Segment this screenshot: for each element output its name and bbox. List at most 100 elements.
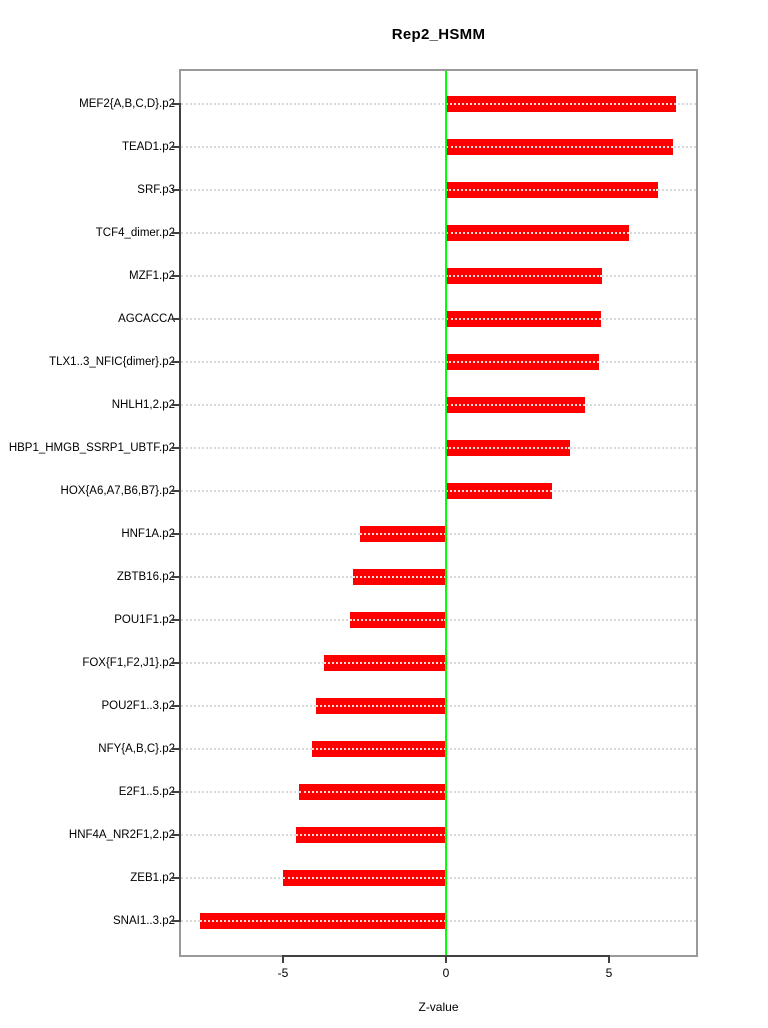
gridline [181, 490, 696, 492]
bar-dotted-centerline [283, 877, 446, 879]
bar-dotted-centerline [446, 275, 603, 277]
y-axis-label: TLX1..3_NFIC{dimer}.p2 [49, 356, 175, 368]
gridline [181, 103, 696, 105]
y-axis-label: SNAI1..3.p2 [112, 915, 175, 927]
y-axis-tick [172, 877, 181, 879]
bar-dotted-centerline [323, 662, 446, 664]
y-axis-tick [172, 705, 181, 707]
y-axis-tick [172, 146, 181, 148]
bar-dotted-centerline [299, 791, 446, 793]
y-axis-label: NFY{A,B,C}.p2 [98, 743, 175, 755]
bar-MEF2{A,B,C,D}.p2 [446, 96, 676, 112]
bar-dotted-centerline [296, 834, 446, 836]
bar-dotted-centerline [446, 490, 552, 492]
y-axis-tick [172, 318, 181, 320]
gridline [181, 404, 696, 406]
y-axis-tick [172, 361, 181, 363]
x-axis-tick-label: 5 [605, 966, 613, 980]
bar-dotted-centerline [446, 318, 601, 320]
y-axis-tick [172, 619, 181, 621]
y-axis-label: ZEB1.p2 [130, 872, 175, 884]
bar-HNF4A_NR2F1,2.p2 [296, 827, 446, 843]
gridline [181, 275, 696, 277]
y-axis-label: POU1F1.p2 [114, 614, 175, 626]
y-axis-tick [172, 834, 181, 836]
y-axis-label: FOX{F1,F2,J1}.p2 [82, 657, 175, 669]
x-axis-tick-label: -5 [277, 966, 289, 980]
bar-TEAD1.p2 [446, 139, 673, 155]
x-axis-tick [608, 955, 610, 963]
bar-ZBTB16.p2 [353, 569, 446, 585]
bar-HNF1A.p2 [359, 526, 446, 542]
plot-box-border [179, 69, 698, 957]
bar-dotted-centerline [446, 447, 570, 449]
y-axis-label: ZBTB16.p2 [116, 571, 175, 583]
chart-title: Rep2_HSMM [391, 26, 486, 43]
y-axis-label: HNF1A.p2 [121, 528, 175, 540]
y-axis-line [179, 103, 181, 922]
y-axis-label: HNF4A_NR2F1,2.p2 [68, 829, 175, 841]
y-axis-tick [172, 103, 181, 105]
bar-SRF.p3 [446, 182, 658, 198]
bar-AGCACCA [446, 311, 601, 327]
gridline [181, 318, 696, 320]
y-axis-tick [172, 920, 181, 922]
bar-ZEB1.p2 [283, 870, 446, 886]
y-axis-tick [172, 275, 181, 277]
bar-dotted-centerline [446, 146, 673, 148]
y-axis-label: TCF4_dimer.p2 [95, 227, 175, 239]
gridline [181, 189, 696, 191]
gridline [181, 232, 696, 234]
y-axis-label: TEAD1.p2 [121, 141, 175, 153]
y-axis-tick [172, 576, 181, 578]
bar-dotted-centerline [353, 576, 446, 578]
x-axis-title: Z-value [418, 1000, 459, 1014]
bar-FOX{F1,F2,J1}.p2 [323, 655, 446, 671]
bar-MZF1.p2 [446, 268, 603, 284]
y-axis-label: MEF2{A,B,C,D}.p2 [79, 98, 175, 110]
bar-POU2F1..3.p2 [315, 698, 446, 714]
gridline [181, 361, 696, 363]
y-axis-label: POU2F1..3.p2 [101, 700, 175, 712]
bar-TCF4_dimer.p2 [446, 225, 629, 241]
y-axis-tick [172, 189, 181, 191]
bar-SNAI1..3.p2 [199, 913, 446, 929]
bar-HOX{A6,A7,B6,B7}.p2 [446, 483, 552, 499]
bar-dotted-centerline [446, 404, 585, 406]
bar-dotted-centerline [349, 619, 446, 621]
bar-TLX1..3_NFIC{dimer}.p2 [446, 354, 600, 370]
y-axis-label: MZF1.p2 [128, 270, 175, 282]
zero-reference-line [445, 71, 447, 955]
x-axis-tick [282, 955, 284, 963]
y-axis-tick [172, 447, 181, 449]
gridline [181, 146, 696, 148]
gridline [181, 447, 696, 449]
bar-dotted-centerline [315, 705, 446, 707]
bar-dotted-centerline [446, 189, 658, 191]
y-axis-label: HOX{A6,A7,B6,B7}.p2 [60, 485, 175, 497]
bar-dotted-centerline [446, 103, 676, 105]
bar-NHLH1,2.p2 [446, 397, 585, 413]
y-axis-label: AGCACCA [118, 313, 175, 325]
y-axis-label: SRF.p3 [137, 184, 175, 196]
y-axis-label: E2F1..5.p2 [118, 786, 175, 798]
y-axis-tick [172, 232, 181, 234]
y-axis-tick [172, 490, 181, 492]
bar-dotted-centerline [446, 232, 629, 234]
bar-E2F1..5.p2 [299, 784, 446, 800]
y-axis-tick [172, 748, 181, 750]
x-axis-tick [445, 955, 447, 963]
x-axis-tick-label: 0 [442, 966, 450, 980]
y-axis-label: NHLH1,2.p2 [111, 399, 175, 411]
y-axis-tick [172, 404, 181, 406]
bar-dotted-centerline [359, 533, 446, 535]
bar-dotted-centerline [446, 361, 600, 363]
y-axis-tick [172, 533, 181, 535]
bar-POU1F1.p2 [349, 612, 446, 628]
bar-NFY{A,B,C}.p2 [312, 741, 446, 757]
bar-dotted-centerline [312, 748, 446, 750]
plot-area [179, 69, 698, 957]
y-axis-tick [172, 791, 181, 793]
y-axis-tick [172, 662, 181, 664]
